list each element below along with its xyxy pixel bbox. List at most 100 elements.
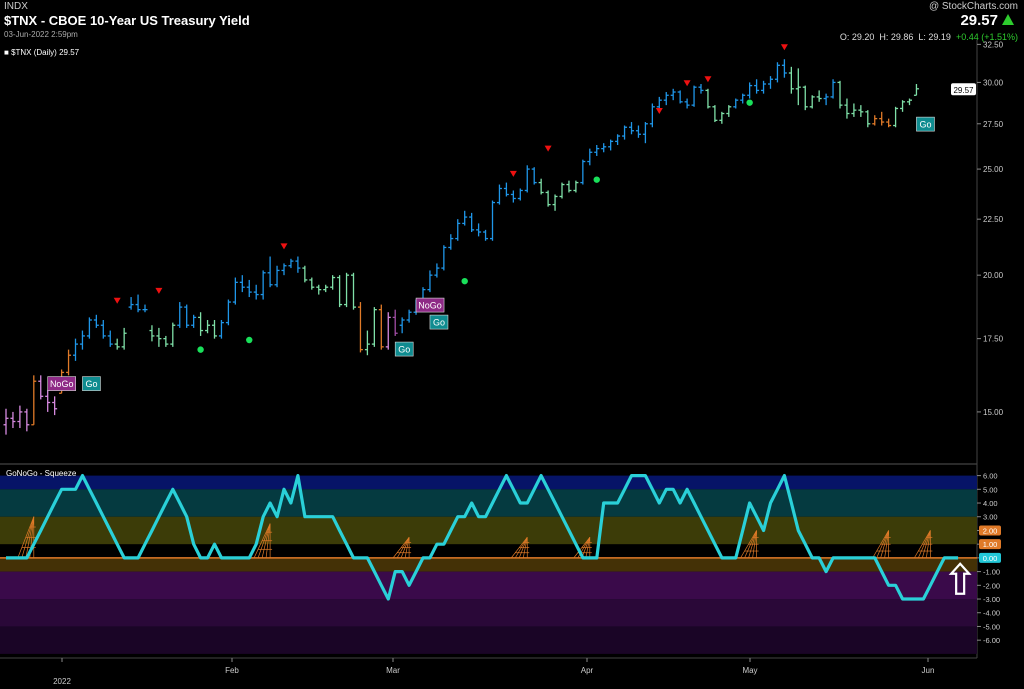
label-text: NoGo	[418, 301, 442, 311]
ohlc-bar	[225, 299, 231, 326]
ohlc-bar	[378, 304, 384, 350]
ohlc-bar	[483, 229, 489, 241]
ohlc-bar	[357, 302, 363, 353]
ohlc-bar	[802, 85, 808, 111]
ohlc-bar	[629, 122, 634, 135]
label-box	[429, 314, 449, 330]
time-tick-label: Apr	[581, 666, 594, 675]
time-tick-label: May	[742, 666, 757, 675]
ohlc-bar	[517, 188, 523, 201]
ohlc-bar	[114, 338, 120, 350]
ohlc-bar	[601, 143, 607, 153]
ohlc-bar	[622, 125, 628, 140]
ohlc-bar	[31, 375, 37, 426]
ohlc-bar	[469, 212, 475, 233]
ohlc-bar	[274, 265, 280, 288]
ohlc-bar	[246, 279, 252, 298]
label-box	[394, 341, 414, 357]
oscillator-value-tag: 0.00	[979, 552, 1001, 563]
ohlc-bar	[79, 330, 85, 350]
ohlc-bar	[448, 234, 454, 250]
time-tick-label: Mar	[386, 666, 400, 675]
ohlc-bar	[406, 309, 412, 323]
chart-title: $TNX - CBOE 10-Year US Treasury Yield	[4, 13, 250, 28]
ohlc-bar	[913, 84, 919, 96]
oscillator-tick-label: -2.00	[983, 581, 1000, 590]
price-tick-label: 32.50	[983, 40, 1004, 49]
go-label: Go	[429, 314, 449, 330]
price-tick-label: 17.50	[983, 335, 1004, 344]
ohlc-bar	[830, 79, 836, 99]
ohlc-bar	[156, 327, 162, 347]
ohlc-bar	[170, 322, 176, 347]
exchange-label: INDX	[4, 1, 28, 12]
ohlc-bar	[427, 270, 433, 293]
ohlc-bar	[52, 396, 58, 416]
ohlc-bar	[281, 263, 287, 276]
ohlc-bar	[538, 178, 544, 195]
time-tick-label: 2022	[53, 677, 71, 686]
time-tick-label: Jun	[922, 666, 935, 675]
squeeze-marker	[872, 530, 891, 559]
label-box	[415, 297, 445, 313]
ohlc-bar	[239, 275, 245, 293]
oscillator-tick-label: -1.00	[983, 568, 1000, 577]
ohlc-bar	[253, 284, 259, 300]
ohlc-bar	[684, 98, 690, 109]
ohlc-bar	[795, 68, 801, 106]
ohlc-bar	[205, 319, 211, 334]
ohlc-bar	[212, 319, 217, 339]
countertrend-triangle	[704, 76, 712, 83]
ohlc-bar	[24, 408, 30, 432]
ohlc-bar	[907, 98, 912, 106]
ohlc-bar	[510, 190, 516, 203]
label-text: NoGo	[50, 379, 74, 389]
ohlc-bar	[580, 159, 586, 185]
oscillator-band	[0, 626, 977, 654]
ohlc-bar	[733, 98, 739, 109]
ohlc-bar	[316, 284, 322, 295]
ohlc-bar	[260, 270, 266, 300]
price-tick-label: 15.00	[983, 408, 1004, 417]
ohlc-bar	[886, 118, 892, 128]
ohlc-bar	[719, 111, 725, 124]
ohlc-bar	[399, 317, 405, 334]
oscillator-band	[0, 557, 977, 572]
squeeze-marker	[573, 537, 592, 559]
ohlc-bar	[441, 245, 447, 271]
countertrend-triangle	[509, 170, 517, 177]
oscillator-tick-label: -4.00	[983, 609, 1000, 618]
ohlc-bar	[337, 275, 343, 308]
ohlc-bar	[712, 105, 718, 123]
ohlc-bar	[865, 110, 871, 128]
trend-continuation-dot	[461, 277, 468, 285]
countertrend-triangle	[113, 297, 121, 304]
ohlc-bar	[809, 95, 815, 109]
go-label: Go	[394, 341, 414, 357]
ohlc-high: H: 29.86	[879, 32, 914, 42]
ohlc-bar	[594, 144, 600, 156]
price-tick-label: 25.00	[983, 165, 1004, 174]
ohlc-readout: O: 29.20 H: 29.86 L: 29.19 +0.44 (+1.51%…	[840, 32, 1018, 42]
countertrend-triangle	[280, 243, 288, 250]
ohlc-bar	[823, 93, 829, 106]
ohlc-bar	[177, 302, 183, 328]
ohlc-open: O: 29.20	[839, 32, 875, 42]
ohlc-bar	[670, 88, 676, 101]
label-box	[47, 376, 77, 391]
trend-continuation-dot	[246, 336, 253, 344]
ohlc-bar	[295, 256, 301, 273]
ohlc-bar	[392, 309, 398, 336]
ohlc-bar	[698, 84, 704, 94]
ohlc-bar	[768, 76, 773, 89]
ohlc-bar	[503, 182, 509, 197]
ohlc-bar	[747, 82, 753, 99]
ohlc-bar	[288, 258, 294, 269]
ohlc-bar	[559, 182, 565, 199]
oscillator-tick-label: -5.00	[983, 622, 1000, 631]
nogo-label: NoGo	[47, 376, 77, 391]
countertrend-triangle	[683, 80, 691, 87]
label-text: Go	[85, 379, 97, 389]
label-text: Go	[433, 318, 445, 328]
ohlc-bar	[302, 265, 308, 283]
